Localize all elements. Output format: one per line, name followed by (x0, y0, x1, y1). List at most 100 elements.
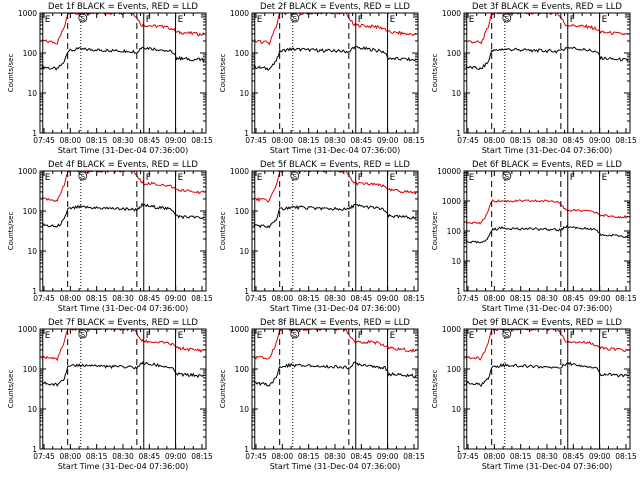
y-tick-label: 100 (235, 365, 250, 374)
marker-label: S (293, 173, 298, 181)
marker-label: E (390, 173, 396, 183)
plot-frame (463, 328, 631, 450)
series-line-lld (41, 329, 205, 362)
series-line-events (465, 224, 629, 244)
x-axis-label: Start Time (31-Dec-04 07:36:00) (270, 304, 401, 313)
y-tick-label: 1000 (442, 9, 461, 18)
y-axis-label: Counts/sec (431, 212, 439, 251)
x-tick-label: 08:30 (536, 136, 558, 145)
marker-label: E (602, 173, 608, 183)
panel-1: Det 1f BLACK = Events, RED = LLD Counts/s… (7, 2, 213, 155)
y-axis-label: Counts/sec (7, 370, 15, 409)
y-tick-label: 1 (32, 287, 37, 296)
x-tick-label: 08:30 (112, 136, 134, 145)
x-tick-label: 07:45 (457, 136, 479, 145)
y-tick-label: 10 (451, 89, 461, 98)
x-tick-label: 08:15 (403, 294, 425, 303)
panel-6: Det 6f BLACK = Events, RED = LLD Counts/s… (431, 160, 637, 313)
y-tick-label: 100 (447, 365, 462, 374)
x-tick-label: 07:45 (245, 136, 267, 145)
x-axis-label: Start Time (31-Dec-04 07:36:00) (482, 462, 613, 471)
x-tick-label: 09:00 (165, 294, 187, 303)
panel-9: Det 9f BLACK = Events, RED = LLD Counts/s… (431, 318, 637, 471)
x-tick-label: 08:15 (86, 452, 108, 461)
marker-label: E (602, 15, 608, 25)
marker-circle (290, 171, 300, 181)
marker-circle (290, 329, 300, 339)
series-line-events (41, 46, 205, 71)
x-tick-label: 08:15 (403, 452, 425, 461)
y-tick-label: 100 (235, 207, 250, 216)
x-tick-label: 08:00 (272, 294, 294, 303)
marker-label: F (358, 173, 363, 183)
y-tick-label: 1000 (442, 325, 461, 334)
marker-label: F (146, 15, 151, 25)
marker-label: E (469, 331, 475, 341)
x-tick-label: 08:45 (563, 136, 585, 145)
y-axis-label: Counts/sec (219, 370, 227, 409)
panel-title: Det 5f BLACK = Events, RED = LLD (260, 160, 410, 170)
plot-frame (251, 12, 419, 134)
x-tick-label: 08:30 (112, 452, 134, 461)
x-tick-label: 08:30 (324, 136, 346, 145)
y-axis-label: Counts/sec (7, 212, 15, 251)
x-axis-label: Start Time (31-Dec-04 07:36:00) (482, 146, 613, 155)
x-tick-label: 08:00 (484, 136, 506, 145)
y-tick-label: 1000 (230, 325, 249, 334)
x-tick-label: 08:15 (298, 136, 320, 145)
x-tick-label: 08:15 (403, 136, 425, 145)
x-tick-label: 09:00 (589, 452, 611, 461)
panel-title: Det 9f BLACK = Events, RED = LLD (472, 318, 622, 328)
y-axis-label: Counts/sec (431, 370, 439, 409)
y-tick-label: 100 (23, 207, 38, 216)
y-tick-label: 1000 (442, 197, 461, 206)
y-tick-label: 10 (239, 405, 249, 414)
y-tick-label: 1000 (18, 9, 37, 18)
series-line-lld (41, 171, 205, 202)
y-tick-label: 1000 (230, 9, 249, 18)
y-tick-label: 100 (23, 365, 38, 374)
x-tick-label: 08:15 (191, 136, 213, 145)
x-tick-label: 07:45 (33, 294, 55, 303)
marker-label: E (178, 15, 184, 25)
x-tick-label: 08:30 (324, 294, 346, 303)
marker-label: E (469, 15, 475, 25)
panel-3: Det 3f BLACK = Events, RED = LLD Counts/s… (431, 2, 637, 155)
series-line-lld (253, 13, 417, 46)
x-axis-label: Start Time (31-Dec-04 07:36:00) (58, 304, 189, 313)
y-tick-label: 10 (27, 89, 37, 98)
x-tick-label: 08:45 (563, 452, 585, 461)
x-tick-label: 08:00 (272, 136, 294, 145)
series-line-lld (253, 171, 417, 203)
x-tick-label: 08:45 (139, 136, 161, 145)
series-line-events (465, 361, 629, 388)
panel-title: Det 8f BLACK = Events, RED = LLD (260, 318, 410, 328)
x-tick-label: 08:00 (60, 294, 82, 303)
x-axis-label: Start Time (31-Dec-04 07:36:00) (270, 146, 401, 155)
series-line-events (253, 361, 417, 387)
x-tick-label: 08:15 (510, 294, 532, 303)
marker-label: E (390, 331, 396, 341)
y-axis-label: Counts/sec (219, 212, 227, 251)
x-tick-label: 08:15 (615, 294, 637, 303)
panel-8: Det 8f BLACK = Events, RED = LLD Counts/s… (219, 318, 425, 471)
marker-circle (502, 171, 512, 181)
x-tick-label: 09:00 (377, 136, 399, 145)
marker-label: E (45, 173, 51, 183)
y-axis-label: Counts/sec (431, 54, 439, 93)
x-tick-label: 07:45 (33, 452, 55, 461)
marker-label: E (45, 331, 51, 341)
x-tick-label: 08:30 (112, 294, 134, 303)
x-tick-label: 08:15 (191, 294, 213, 303)
marker-circle (502, 329, 512, 339)
marker-label: S (81, 331, 86, 339)
y-tick-label: 1000 (18, 325, 37, 334)
panel-title: Det 2f BLACK = Events, RED = LLD (260, 2, 410, 12)
marker-label: F (570, 173, 575, 183)
panel-title: Det 4f BLACK = Events, RED = LLD (48, 160, 198, 170)
y-tick-label: 10000 (437, 167, 461, 176)
y-tick-label: 10 (451, 257, 461, 266)
panel-5: Det 5f BLACK = Events, RED = LLD Counts/s… (219, 160, 425, 313)
x-tick-label: 09:00 (165, 452, 187, 461)
marker-label: E (178, 173, 184, 183)
